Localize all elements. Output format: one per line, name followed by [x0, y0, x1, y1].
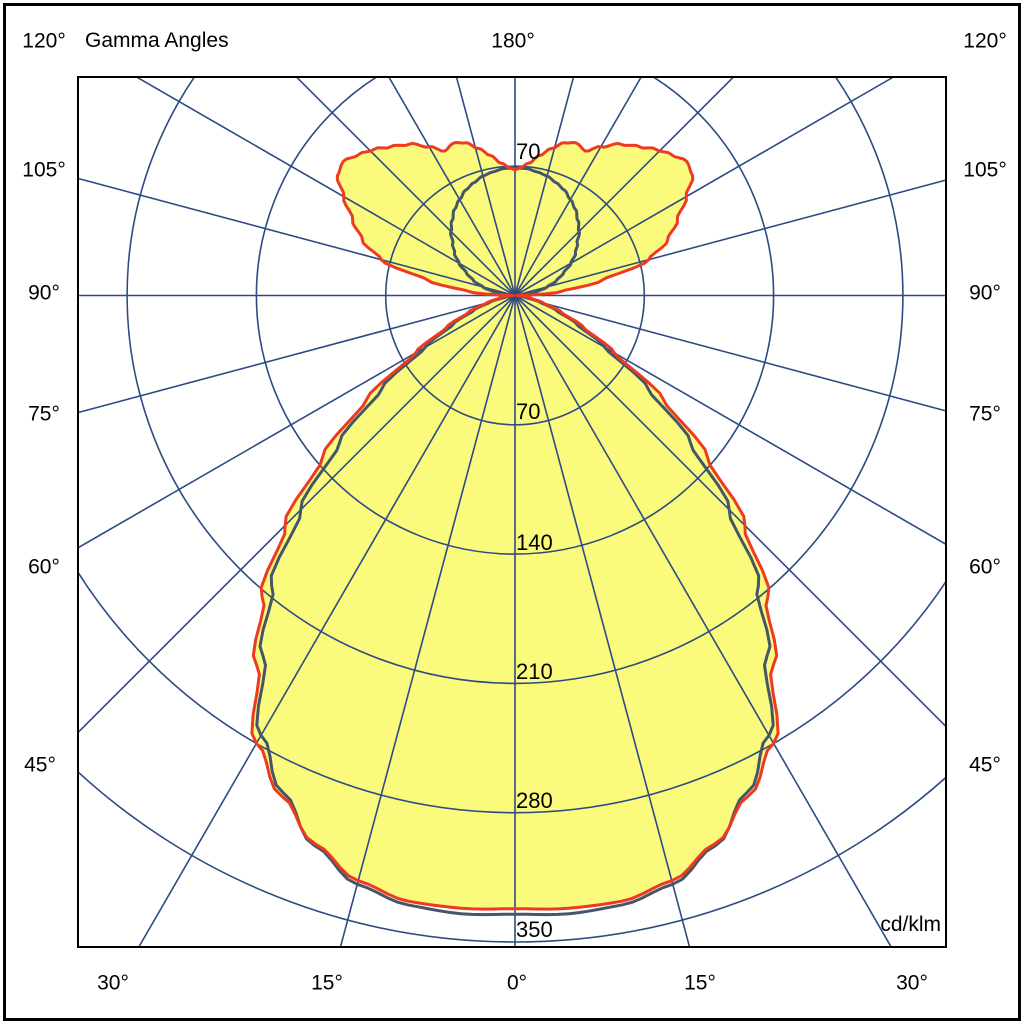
gamma-angle-label-180deg: 180° [491, 29, 535, 53]
grid-ray [514, 77, 735, 297]
gamma-angle-label-15deg: 15° [684, 971, 716, 995]
ring-value-label-210: 210 [516, 659, 553, 684]
curve-c0-c180 [250, 141, 780, 911]
ring-value-label-70: 70 [516, 399, 541, 424]
grid-ray [78, 177, 516, 297]
grid-ray [295, 77, 516, 297]
grid-ray [514, 294, 946, 546]
ring-value-label-350: 350 [516, 917, 553, 942]
grid-ray [514, 179, 946, 297]
gamma-angle-label-105deg: 105° [963, 158, 1007, 182]
gamma-angle-label-120deg: 120° [963, 29, 1007, 53]
ring-value-label-140: 140 [516, 530, 553, 555]
gamma-angle-label-30deg: 30° [97, 971, 129, 995]
grid-ray [78, 294, 516, 414]
gamma-angle-label-45deg: 45° [24, 753, 56, 777]
grid-ray [514, 294, 946, 728]
grid-ray [514, 77, 896, 297]
gamma-angle-label-0deg: 0° [506, 971, 528, 995]
grid-ray [78, 294, 516, 734]
ring-value-label-280: 280 [516, 788, 553, 813]
grid-ray [339, 295, 516, 947]
grid-ray [137, 295, 516, 947]
gamma-angle-label-90deg: 90° [969, 281, 1001, 305]
gamma-angle-label-15deg: 15° [311, 971, 343, 995]
plot-border [77, 76, 947, 948]
grid-ray [514, 295, 893, 947]
gamma-angle-label-60deg: 60° [969, 555, 1001, 579]
ring-value-label-70: 70 [516, 139, 541, 164]
gamma-angle-label-105deg: 105° [22, 158, 66, 182]
grid-ray [134, 77, 516, 297]
gamma-angle-label-30deg: 30° [896, 971, 928, 995]
unit-label: cd/klm [880, 913, 941, 936]
gamma-angle-label-90deg: 90° [28, 281, 60, 305]
gamma-angle-label-60deg: 60° [28, 555, 60, 579]
grid-ray [514, 295, 691, 947]
gamma-angle-label-120deg: 120° [22, 29, 66, 53]
gamma-angle-label-45deg: 45° [969, 753, 1001, 777]
grid-ray [514, 294, 946, 412]
chart-title: Gamma Angles [85, 29, 229, 52]
grid-ray [78, 294, 516, 549]
gamma-angle-label-75deg: 75° [969, 402, 1001, 426]
curve-c90-c270 [255, 166, 775, 917]
gamma-angle-label-75deg: 75° [28, 402, 60, 426]
grid-ray [387, 77, 516, 296]
grid-ray [514, 77, 643, 296]
